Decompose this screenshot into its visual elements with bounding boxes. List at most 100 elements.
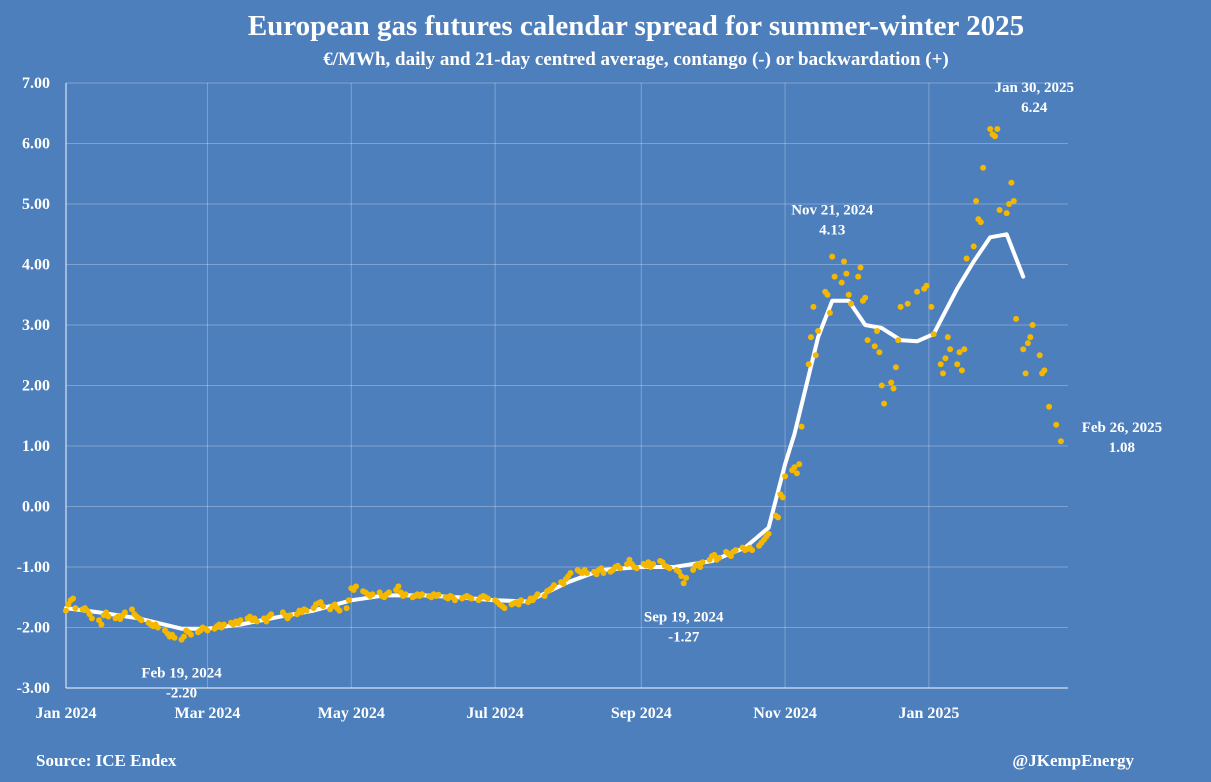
daily-point xyxy=(1029,322,1036,328)
daily-point xyxy=(904,300,911,307)
daily-point xyxy=(501,605,508,612)
daily-point xyxy=(435,591,442,598)
daily-point xyxy=(1057,438,1064,445)
daily-point xyxy=(395,583,402,590)
daily-point xyxy=(944,334,951,341)
daily-point xyxy=(942,355,949,362)
daily-point xyxy=(345,597,352,604)
daily-point xyxy=(808,334,814,341)
daily-point xyxy=(518,597,524,604)
daily-point xyxy=(678,573,685,580)
daily-point xyxy=(829,253,836,260)
daily-point xyxy=(402,591,409,598)
annotation-value: -2.20 xyxy=(166,686,197,702)
daily-point xyxy=(845,291,852,298)
daily-point xyxy=(895,337,902,344)
y-tick-label: 2.00 xyxy=(22,378,50,395)
daily-point xyxy=(991,133,998,140)
daily-point xyxy=(204,627,211,634)
daily-point xyxy=(864,337,871,344)
daily-point xyxy=(782,473,789,480)
daily-point xyxy=(485,595,491,602)
daily-point xyxy=(796,461,803,468)
daily-point xyxy=(815,328,822,334)
daily-point xyxy=(862,294,869,301)
daily-point xyxy=(171,634,178,641)
daily-point xyxy=(650,561,657,567)
x-tick-label: Sep 2024 xyxy=(611,705,672,722)
daily-point xyxy=(598,565,605,572)
daily-point xyxy=(805,361,812,368)
daily-point xyxy=(237,617,244,624)
daily-point xyxy=(1022,370,1029,377)
daily-point xyxy=(1024,340,1031,347)
daily-point xyxy=(303,607,310,614)
daily-point xyxy=(72,605,79,612)
daily-point xyxy=(70,595,77,602)
daily-point xyxy=(287,612,293,619)
daily-point xyxy=(633,565,640,572)
daily-point xyxy=(775,514,781,521)
source-label: Source: ICE Endex xyxy=(36,751,177,770)
daily-point xyxy=(138,617,145,624)
daily-point xyxy=(928,303,935,310)
daily-point xyxy=(947,346,954,353)
daily-point xyxy=(996,207,1003,213)
daily-point xyxy=(1046,403,1053,410)
x-tick-label: May 2024 xyxy=(318,705,385,722)
daily-point xyxy=(963,255,970,262)
y-tick-label: -1.00 xyxy=(17,559,50,576)
y-axis: 7.00 6.00 5.00 4.00 3.00 2.00 1.00 0.00 -1.00 -2.… xyxy=(17,75,67,697)
annotation-date: Feb 19, 2024 xyxy=(141,666,222,682)
daily-point xyxy=(958,367,965,374)
chart-subtitle: €/MWh, daily and 21-day centred average,… xyxy=(323,49,949,70)
daily-point xyxy=(716,554,723,561)
daily-point xyxy=(848,300,855,307)
daily-point xyxy=(336,607,343,614)
daily-point xyxy=(551,582,557,589)
daily-point xyxy=(88,615,95,622)
daily-point xyxy=(810,303,817,310)
daily-point xyxy=(1003,210,1010,217)
daily-point xyxy=(824,291,831,298)
y-tick-label: 6.00 xyxy=(22,136,50,153)
daily-point xyxy=(798,423,805,430)
daily-point xyxy=(221,621,227,628)
daily-point xyxy=(749,547,756,554)
daily-point xyxy=(987,126,994,132)
annotation-date: Nov 21, 2024 xyxy=(791,203,874,219)
daily-point xyxy=(977,219,984,226)
daily-point xyxy=(890,385,897,392)
daily-point xyxy=(779,494,786,501)
x-tick-label: Nov 2024 xyxy=(753,705,817,722)
daily-point xyxy=(567,570,574,576)
daily-point xyxy=(937,361,944,368)
daily-point xyxy=(841,258,847,265)
daily-point xyxy=(680,580,687,587)
daily-point xyxy=(970,243,977,250)
y-tick-label: -3.00 xyxy=(17,680,50,697)
x-tick-label: Jan 2024 xyxy=(36,705,97,722)
daily-point xyxy=(711,551,718,558)
daily-point xyxy=(973,198,980,204)
x-tick-label: Mar 2024 xyxy=(174,705,240,722)
daily-point xyxy=(683,574,690,581)
daily-point xyxy=(954,361,961,368)
daily-point xyxy=(419,591,425,598)
daily-point xyxy=(1010,198,1017,204)
daily-point xyxy=(876,349,883,356)
daily-point xyxy=(892,364,899,371)
daily-point xyxy=(560,580,567,587)
annotation-date: Feb 26, 2025 xyxy=(1082,420,1162,436)
daily-point xyxy=(268,611,275,618)
daily-point xyxy=(188,631,194,638)
daily-point xyxy=(843,270,850,277)
annotation-date: Sep 19, 2024 xyxy=(644,609,724,625)
daily-series xyxy=(63,126,1064,643)
daily-point xyxy=(617,565,623,572)
daily-point xyxy=(857,264,864,271)
y-tick-label: 4.00 xyxy=(22,257,50,274)
daily-point xyxy=(452,597,458,604)
x-tick-label: Jan 2025 xyxy=(898,705,959,722)
